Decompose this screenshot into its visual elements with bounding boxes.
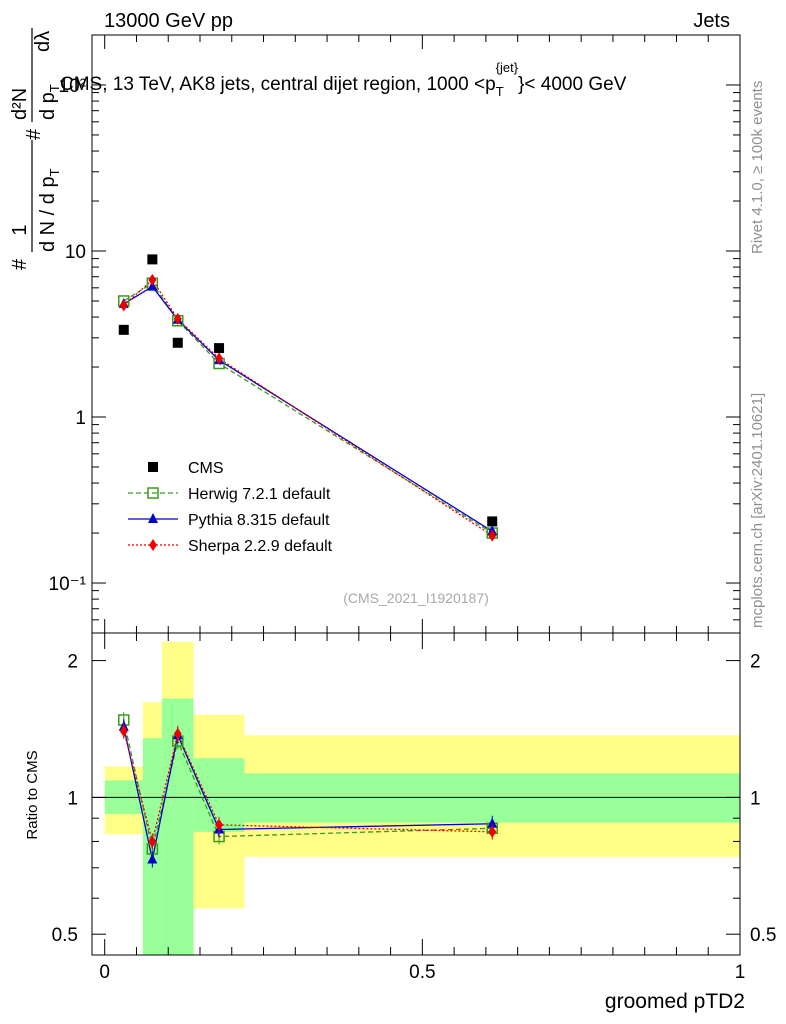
ratio-y-tick-label-right: 0.5 — [750, 925, 776, 946]
data-point — [118, 324, 129, 335]
data-point — [173, 312, 182, 325]
ratio-frame — [91, 632, 741, 956]
plot-title-sup: {jet} — [496, 60, 519, 75]
ylabel-denominator-right-text: d p — [37, 92, 59, 120]
ratio-data-point — [147, 853, 158, 864]
ylabel-numerator-right: d²N — [9, 88, 31, 120]
plot-title-prefix: CMS, 13 TeV, AK8 jets, central dijet reg… — [60, 74, 496, 95]
ratio-data-point — [148, 835, 157, 848]
ylabel-denominator-right: d pT — [37, 84, 62, 120]
ratio-x-tick-label: 1 — [735, 962, 746, 983]
main-y-tick-label: 10² — [59, 76, 86, 97]
watermark: (CMS_2021_I1920187) — [343, 590, 489, 606]
main-y-tick-label: 10⁻¹ — [49, 574, 87, 595]
ratio-y-tick-label: 0.5 — [52, 925, 78, 946]
legend-label: Sherpa 2.2.9 default — [188, 538, 333, 555]
ylabel-dlambda: dλ — [32, 31, 54, 52]
data-point — [487, 516, 498, 527]
rivet-label: Rivet 4.1.0, ≥ 100k events — [749, 81, 766, 254]
plot-title-suffix: }< 4000 GeV — [518, 74, 627, 95]
plot-title-sub: T — [496, 84, 504, 99]
ratio-y-tick-label: 2 — [67, 652, 78, 673]
legend-marker — [149, 539, 157, 551]
legend-label: CMS — [188, 460, 224, 477]
legend-marker — [148, 462, 158, 472]
mcplots-label: mcplots.cern.ch [arXiv:2401.10621] — [749, 393, 766, 628]
legend-marker — [147, 487, 159, 499]
ratio-data-point — [487, 817, 498, 828]
ylabel-denominator-left-text: d N / d p — [37, 176, 59, 252]
main-panel: 10⁻¹ 1 10 10² (CMS_2021_I1920187) CMS, 13 T… — [49, 34, 741, 634]
process-label: Jets — [693, 10, 730, 32]
ratio-data-point — [488, 825, 497, 838]
ratio-data-point — [215, 818, 224, 831]
ylabel-denominator-right-sub: T — [47, 84, 62, 92]
data-point — [214, 343, 225, 354]
legend-marker — [148, 513, 158, 523]
ylabel-numerator-left: 1 — [9, 224, 31, 235]
data-point — [148, 273, 157, 286]
ratio-panel: 0.5 0.51 12 20 0.5 1 — [52, 632, 776, 983]
main-y-tick-label: 10 — [65, 242, 86, 263]
data-point — [215, 352, 224, 365]
ratio-x-tick-label: 0.5 — [409, 962, 435, 983]
ratio-y-tick-label-right: 2 — [750, 652, 761, 673]
ylabel-denominator-left-sub: T — [47, 168, 62, 176]
ratio-x-tick-label: 0 — [99, 962, 110, 983]
ratio-data-point — [119, 724, 128, 737]
data-point — [147, 254, 158, 265]
x-axis-label: groomed pTD2 — [605, 990, 745, 1013]
data-point — [119, 299, 128, 312]
legend-label: Herwig 7.2.1 default — [188, 486, 331, 503]
energy-label: 13000 GeV pp — [104, 10, 233, 32]
legend: CMS Herwig 7.2.1 default Pythia 8.315 defa… — [128, 460, 333, 555]
ratio-y-tick-label-right: 1 — [750, 788, 761, 809]
main-y-axis-label: # 1 d N / d pT # d²N d pT dλ — [9, 28, 62, 270]
legend-label: Pythia 8.315 default — [188, 512, 330, 529]
ylabel-denominator-left: d N / d pT — [37, 168, 62, 252]
ratio-data-point — [173, 727, 182, 740]
ylabel-hash-mid: # — [23, 128, 45, 140]
main-y-tick-label: 1 — [75, 408, 86, 429]
ratio-y-axis-label: Ratio to CMS — [24, 750, 41, 839]
ratio-y-tick-label: 1 — [67, 788, 78, 809]
data-point — [488, 529, 497, 542]
uncertainty-band-inner — [244, 773, 740, 823]
ylabel-hash-left: # — [9, 258, 31, 270]
data-point — [172, 337, 183, 348]
plot-title: CMS, 13 TeV, AK8 jets, central dijet reg… — [60, 60, 627, 99]
